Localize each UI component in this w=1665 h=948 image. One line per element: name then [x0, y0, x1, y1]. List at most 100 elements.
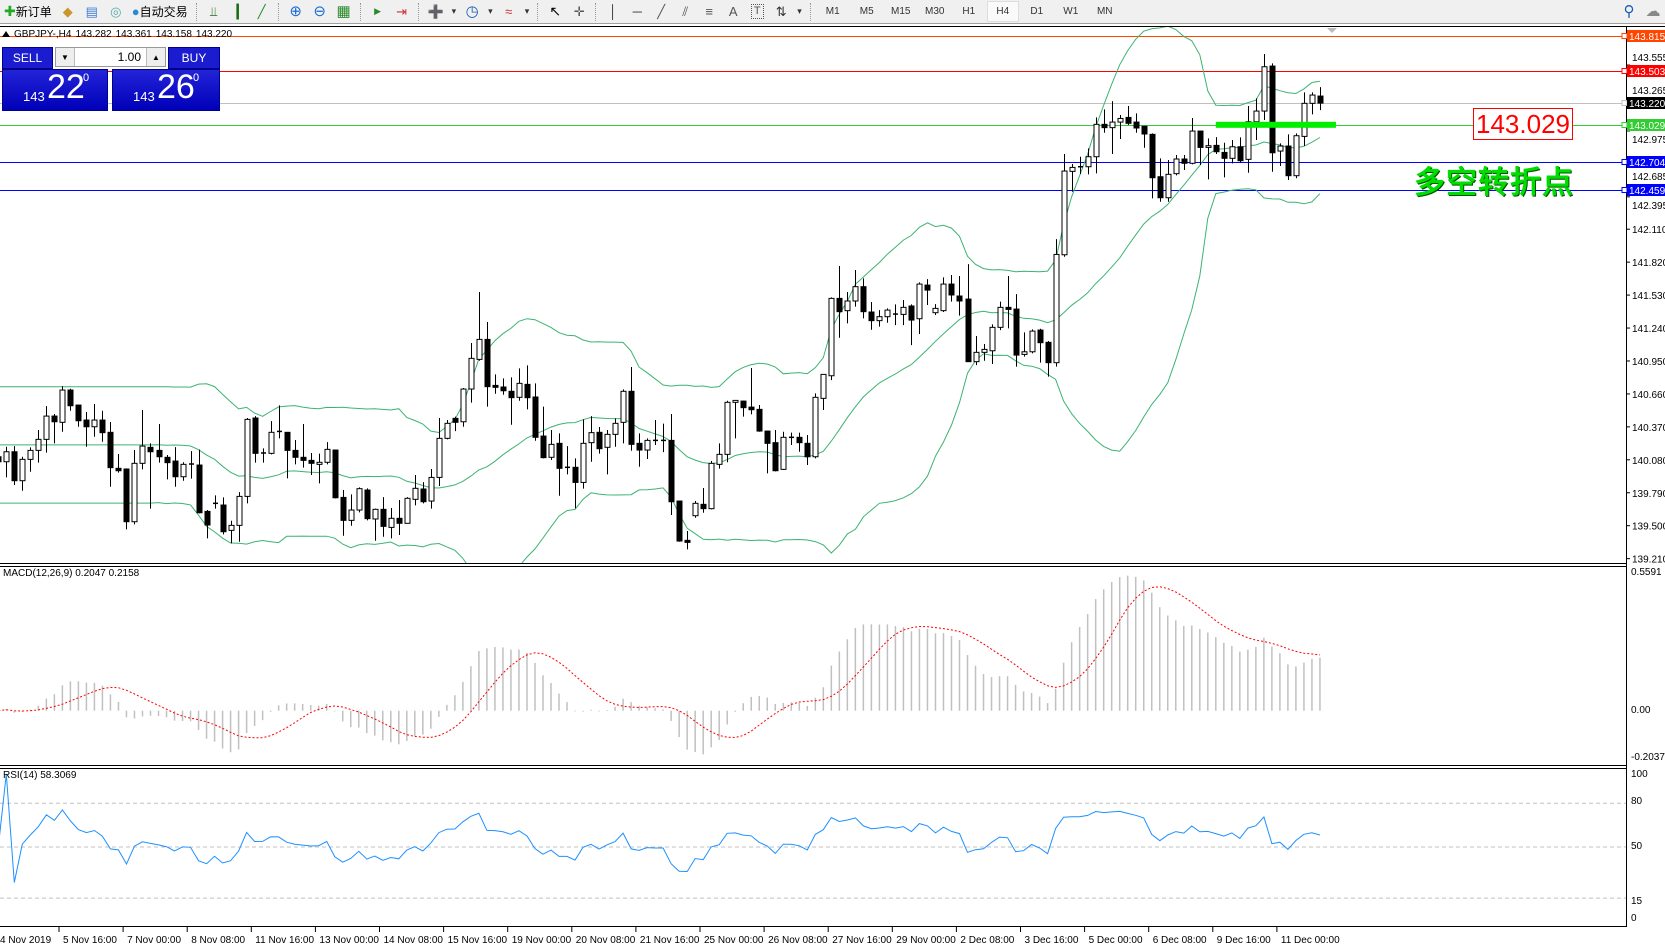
ohlc-open: 143.282 [75, 29, 112, 40]
toolbar: 新订单 自动交易 M1 M5 M15 M30 H1 H4 D1 W1 MN [0, 0, 1665, 24]
macd-axis-max: 0.5591 [1631, 567, 1662, 578]
candle-bear [804, 442, 811, 458]
lot-size-stepper[interactable]: ▼ 1.00 ▲ [55, 47, 166, 67]
hline-label-bg [1627, 119, 1665, 131]
candle-bear [764, 430, 771, 444]
timeframe-m1[interactable]: M1 [825, 6, 840, 17]
candle-bear [524, 383, 531, 399]
decrease-lot-icon[interactable]: ▼ [56, 48, 75, 66]
collapse-triangle-icon[interactable] [2, 31, 10, 37]
candle-bull [324, 448, 331, 463]
time-tick-label: 21 Nov 16:00 [640, 935, 700, 946]
sell-price-button[interactable]: 143 22 0 [2, 68, 108, 111]
candle-bull [404, 497, 411, 524]
timeframe-m5[interactable]: M5 [859, 6, 874, 17]
time-tick-label: 8 Nov 08:00 [191, 935, 245, 946]
time-tick-label: 9 Dec 16:00 [1217, 935, 1271, 946]
timeframe-m15[interactable]: M15 [891, 6, 911, 17]
timeframe-mn[interactable]: MN [1096, 6, 1113, 17]
pivot-segment[interactable] [1215, 121, 1336, 128]
toolbar-separator [417, 2, 420, 21]
macd-axis-min: -0.2037 [1631, 752, 1665, 763]
candle-bull [348, 509, 355, 521]
price-tick-label: 143.555 [1632, 53, 1665, 64]
candle-bear [11, 451, 18, 482]
hline-price-label: 143.029 [1629, 121, 1665, 132]
new-order-label: 新订单 [15, 5, 52, 19]
candle-bull [316, 461, 323, 465]
price-tick-label: 140.950 [1632, 357, 1665, 368]
candle-bull [1069, 166, 1076, 172]
candle-bull [989, 326, 996, 352]
candle-bull [19, 458, 26, 482]
candle-bull [1189, 130, 1196, 164]
candle-bull [844, 300, 851, 312]
auto-trading-button[interactable]: 自动交易 [129, 1, 191, 22]
sell-button[interactable]: SELL [2, 47, 53, 69]
candle-bull [812, 396, 819, 458]
candle-bull [1229, 146, 1236, 159]
candle-bear [452, 417, 459, 423]
candle-bear [500, 386, 507, 392]
candle-bear [908, 305, 915, 321]
candle-bull [1205, 145, 1212, 148]
candle-bear [1181, 158, 1188, 164]
buy-price-button[interactable]: 143 26 0 [112, 68, 220, 111]
candle-bear [636, 442, 643, 451]
new-order-button[interactable]: 新订单 [1, 1, 55, 22]
rsi-axis-0: 0 [1631, 913, 1637, 924]
buy-button[interactable]: BUY [168, 47, 220, 69]
price-tick-label: 143.265 [1632, 86, 1665, 97]
candle-bull [1109, 121, 1116, 129]
candle-bull [460, 388, 467, 423]
candle-bull [139, 445, 146, 464]
time-tick-label: 11 Nov 16:00 [255, 935, 314, 946]
price-text-box[interactable]: 143.029 [1473, 108, 1573, 140]
candle-bull [476, 338, 483, 360]
time-tick-label: 2 Dec 08:00 [960, 935, 1014, 946]
toolbar-separator [277, 2, 280, 21]
candle-bull [1173, 158, 1180, 175]
candle-bear [596, 431, 603, 450]
candle-bear [300, 456, 307, 461]
candle-bear [1285, 145, 1292, 177]
candle-bear [220, 504, 227, 533]
timeframe-d1[interactable]: D1 [1030, 6, 1044, 17]
auto-trading-label: 自动交易 [139, 5, 188, 19]
candle-bear [172, 460, 179, 478]
one-click-trading-panel: SELL ▼ 1.00 ▲ BUY 143 22 0 143 26 0 [2, 47, 220, 111]
candle-bear [252, 417, 259, 454]
timeframe-w1[interactable]: W1 [1063, 6, 1079, 17]
candle-bear [924, 284, 931, 291]
candles [0, 54, 1324, 550]
timeframe-h1[interactable]: H1 [962, 6, 976, 17]
hline-price-label: 143.220 [1629, 99, 1665, 110]
candle-bull [268, 431, 275, 454]
toolbar-separator [195, 2, 198, 21]
candle-bear [75, 404, 82, 422]
time-tick-label: 25 Nov 00:00 [704, 935, 764, 946]
timeframe-h4[interactable]: H4 [986, 1, 1019, 22]
candle-bear [676, 500, 683, 542]
timeframe-m30[interactable]: M30 [925, 6, 945, 17]
rsi-axis-50: 50 [1631, 841, 1643, 852]
time-tick-label: 27 Nov 16:00 [832, 935, 892, 946]
candle-bull [35, 438, 42, 451]
pivot-point-label[interactable]: 多空转折点 [1414, 165, 1574, 200]
candle-bull [388, 517, 395, 528]
lot-size-value[interactable]: 1.00 [117, 50, 141, 64]
macd-axis-zero: 0.00 [1631, 705, 1651, 716]
time-tick-label: 7 Nov 00:00 [127, 935, 181, 946]
candle-bear [1133, 121, 1140, 129]
candle-bull [620, 390, 627, 423]
time-tick-label: 14 Nov 08:00 [384, 935, 444, 946]
candle-bull [1021, 351, 1028, 355]
candle-bull [3, 451, 10, 463]
increase-lot-icon[interactable]: ▲ [146, 48, 165, 66]
candle-bull [828, 297, 835, 377]
candle-bear [628, 390, 635, 445]
candle-bull [548, 443, 555, 458]
candle-bull [604, 433, 611, 448]
candle-bull [1061, 170, 1068, 256]
